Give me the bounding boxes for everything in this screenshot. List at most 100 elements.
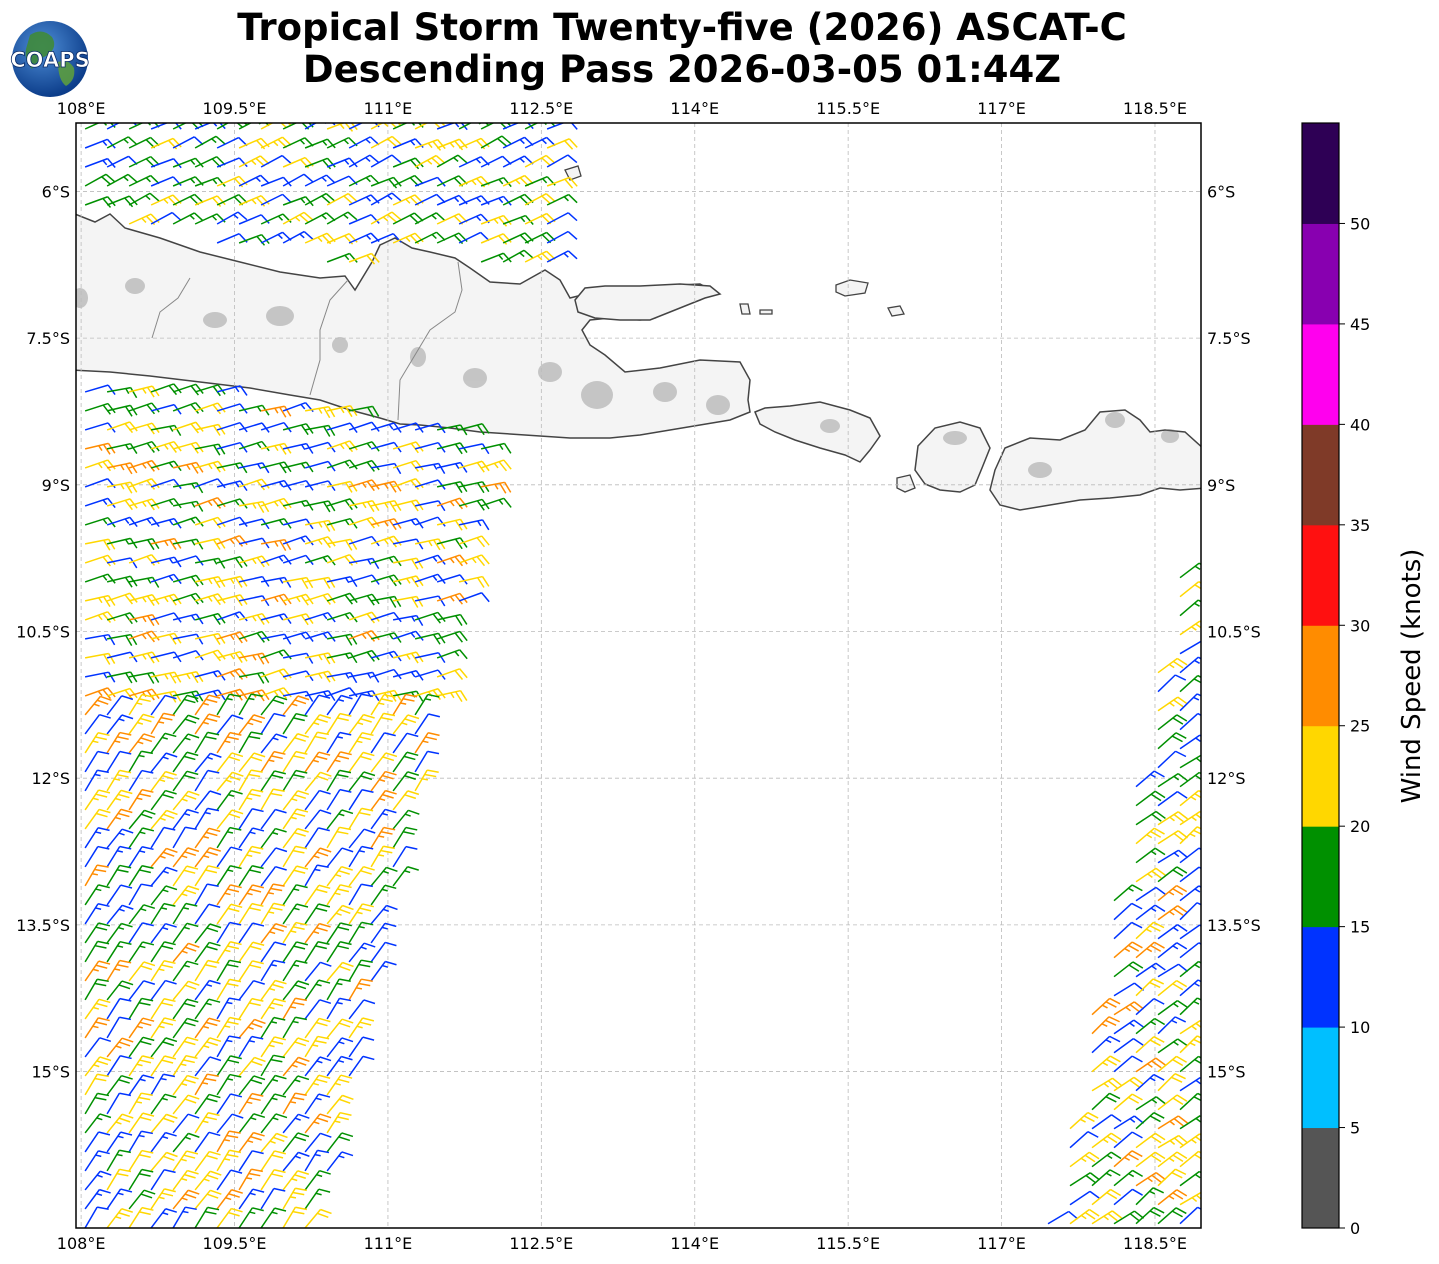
wind-barb <box>238 1188 265 1210</box>
wind-barb <box>480 442 512 454</box>
wind-barb <box>216 731 242 754</box>
small-island-2 <box>564 165 582 181</box>
wind-barb <box>128 922 154 944</box>
wind-barb <box>194 694 221 716</box>
lon-tick-label-bottom: 118.5°E <box>1123 1234 1187 1253</box>
wind-barb <box>304 1017 331 1039</box>
wind-barb <box>370 154 402 168</box>
wind-barb <box>282 196 314 207</box>
wind-barb <box>392 422 424 433</box>
wind-barb <box>1091 1188 1122 1206</box>
wind-barb <box>194 195 226 208</box>
wind-barb <box>304 1093 331 1115</box>
wind-barb <box>304 940 330 963</box>
wind-barb <box>260 1074 287 1096</box>
wind-barb <box>392 538 424 550</box>
wind-barb <box>1135 1057 1166 1073</box>
wind-barb <box>1135 827 1165 845</box>
wind-barb <box>106 592 138 605</box>
wind-barb <box>282 1187 307 1210</box>
wind-barb <box>150 866 178 887</box>
wind-barb <box>128 593 160 607</box>
wind-barb <box>106 864 132 887</box>
wind-barb <box>216 789 243 811</box>
wind-barb <box>128 827 155 849</box>
wind-barb <box>150 770 177 792</box>
wind-barb <box>392 630 424 641</box>
wind-barb <box>172 402 204 414</box>
wind-barb <box>128 1055 154 1077</box>
wind-barb <box>260 554 292 565</box>
wind-barb <box>84 978 109 1001</box>
wind-barb <box>84 1131 111 1153</box>
wind-barb <box>84 884 110 906</box>
wind-barb <box>194 923 222 944</box>
wind-barb <box>150 211 182 225</box>
wind-barb <box>84 845 110 868</box>
wind-barb <box>304 999 332 1020</box>
wind-barb <box>326 612 358 623</box>
wind-barb <box>172 212 204 225</box>
wind-barb <box>238 902 264 925</box>
wind-barb <box>216 714 244 735</box>
wind-barb <box>304 424 336 437</box>
wind-barb <box>1157 811 1188 826</box>
wind-barb <box>1157 750 1187 769</box>
wind-barb <box>84 960 111 982</box>
wind-barb <box>1135 847 1166 864</box>
wind-barb <box>304 694 331 716</box>
wind-barb <box>370 192 402 206</box>
wind-barb <box>304 174 336 187</box>
wind-barb <box>392 771 420 792</box>
wind-barb <box>304 690 336 702</box>
wind-barb <box>1091 1210 1123 1225</box>
wind-barb <box>260 998 286 1020</box>
wind-barb <box>1157 696 1188 712</box>
wind-barb <box>172 1113 200 1134</box>
wind-barb <box>194 576 226 589</box>
wind-barb <box>1091 1077 1123 1092</box>
map-frame <box>75 122 1202 1229</box>
colorbar-bin-5-10 <box>1302 1027 1339 1129</box>
wind-barb <box>216 809 244 830</box>
wind-barb <box>524 192 556 206</box>
wind-barb <box>238 462 270 474</box>
wind-barb <box>414 554 446 565</box>
wind-barb <box>172 383 204 396</box>
wind-barb <box>260 959 286 982</box>
lat-tick-label-left: 7.5°S <box>26 329 70 348</box>
wind-barb <box>326 1094 354 1115</box>
wind-barb <box>326 123 358 132</box>
wind-barb <box>238 884 265 906</box>
wind-barb <box>128 1189 156 1210</box>
wind-barb <box>480 135 512 149</box>
wind-barb <box>128 846 154 868</box>
wind-barb <box>1091 1016 1120 1035</box>
wind-barb <box>216 1016 242 1039</box>
wind-barb <box>282 997 307 1020</box>
wind-barb <box>260 1187 286 1210</box>
wind-barb <box>238 195 270 207</box>
wind-barb <box>282 173 314 187</box>
wind-barb <box>238 1150 264 1172</box>
small-island-6 <box>896 474 916 493</box>
wind-barb <box>370 480 402 493</box>
wind-barb <box>172 942 200 963</box>
small-island-4 <box>887 305 905 317</box>
wind-barb <box>260 1113 288 1134</box>
wind-barb <box>1135 770 1165 788</box>
lat-tick-label-left: 15°S <box>31 1063 70 1082</box>
colorbar-bin-50-55 <box>1302 123 1339 224</box>
wind-barb <box>150 573 182 585</box>
wind-barb <box>414 573 446 584</box>
wind-barb <box>1179 1206 1201 1225</box>
wind-barb <box>326 652 358 664</box>
wind-barb <box>150 959 176 982</box>
wind-barb <box>216 535 248 547</box>
wind-barb <box>1113 1210 1145 1225</box>
wind-barb <box>304 922 331 944</box>
wind-barb <box>1113 902 1143 921</box>
wind-barb <box>128 1036 155 1058</box>
wind-barb <box>216 903 243 925</box>
wind-barb <box>106 481 138 494</box>
